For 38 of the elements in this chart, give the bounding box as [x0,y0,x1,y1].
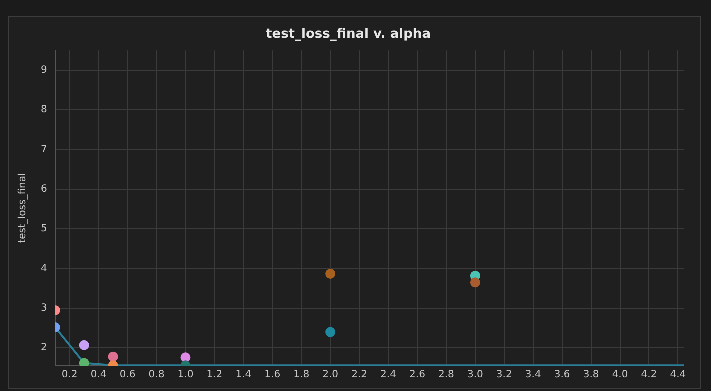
x-tick-label: 2.2 [352,370,368,381]
y-tick-label: 5 [40,224,48,235]
x-tick-label: 0.6 [120,370,136,381]
point [470,278,480,288]
point [326,268,336,279]
x-tick-label: 0.4 [90,370,107,381]
y-tick-label: 6 [40,184,48,196]
x-tick-label: 4.4 [670,370,686,381]
x-tick-label: 4.2 [641,370,658,381]
y-tick-label: 2 [40,342,48,354]
y-tick-label: 4 [40,263,48,274]
chart-title: test_loss_final v. alpha [266,27,431,42]
y-tick-label: 9 [40,65,48,76]
x-tick-label: 1.2 [206,370,223,381]
x-tick-label: 3.6 [554,370,570,381]
x-tick-label: 2.0 [322,370,339,381]
x-tick-label: 2.8 [438,370,454,381]
x-tick-label: 1.4 [236,370,252,381]
x-tick-label: 0.2 [62,370,78,381]
x-tick-label: 1.0 [178,370,194,381]
point [79,358,90,366]
y-tick-label: 7 [40,144,48,156]
point [79,340,90,350]
y-axis-title: test_loss_final [18,173,29,244]
x-tick-label: 1.6 [264,370,281,381]
point [108,352,118,362]
x-tick-label: 3.4 [525,370,542,381]
x-tick-label: 1.8 [294,370,310,381]
y-tick-label: 3 [40,303,48,314]
x-tick-label: 3.8 [583,370,600,381]
x-tick-label: 0.8 [148,370,165,381]
x-tick-label: 2.4 [380,370,396,381]
x-tick-label: 2.6 [410,370,426,381]
y-tick-label: 8 [40,104,48,116]
x-tick-label: 3.2 [496,370,512,381]
x-tick-label: 3.0 [467,370,484,381]
x-tick-label: 4.0 [612,370,628,381]
point [326,327,336,338]
